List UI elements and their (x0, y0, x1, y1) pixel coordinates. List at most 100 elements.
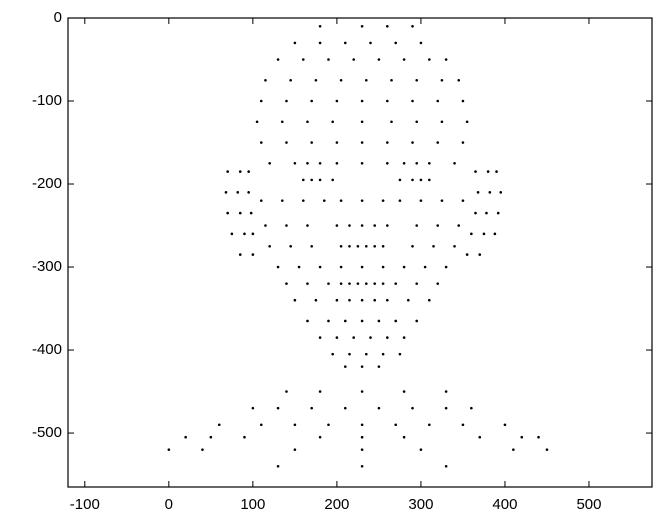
point (453, 161, 456, 165)
point (373, 298, 377, 302)
point (285, 282, 288, 285)
point (243, 435, 246, 439)
point (365, 244, 368, 248)
point (310, 244, 313, 248)
point (310, 99, 313, 103)
point (474, 211, 477, 215)
point (301, 199, 305, 202)
point (411, 99, 414, 103)
point (360, 390, 364, 393)
point (470, 232, 473, 236)
point (373, 224, 377, 227)
x-tick-label: 500 (576, 496, 601, 513)
x-tick-label: 100 (240, 496, 265, 513)
point (381, 244, 385, 248)
point (478, 253, 482, 256)
point (318, 161, 322, 165)
point (415, 120, 419, 124)
point (276, 406, 280, 410)
point (318, 336, 322, 339)
point (306, 161, 309, 165)
point (419, 448, 423, 451)
point (407, 298, 410, 302)
point (352, 336, 355, 339)
point (402, 161, 406, 165)
point (280, 120, 284, 124)
point (493, 232, 497, 236)
point (386, 336, 389, 339)
point (436, 99, 440, 103)
point (381, 352, 385, 356)
point (369, 41, 372, 45)
point (224, 191, 228, 194)
point (276, 464, 280, 468)
point (259, 199, 263, 202)
point (289, 78, 292, 82)
point (482, 232, 486, 236)
point (419, 199, 423, 202)
point (293, 41, 297, 45)
point (428, 423, 431, 427)
point (293, 448, 297, 451)
point (310, 178, 313, 182)
point (331, 120, 334, 124)
point (184, 435, 187, 439)
point (444, 58, 448, 61)
point (339, 78, 343, 82)
point (360, 99, 364, 103)
point (280, 199, 284, 202)
point (440, 78, 444, 82)
y-tick-label: -200 (32, 175, 62, 192)
point (264, 78, 267, 82)
point (428, 161, 431, 165)
point (238, 211, 242, 215)
point (318, 390, 322, 393)
point (327, 282, 330, 285)
point (310, 406, 313, 410)
point (356, 244, 360, 248)
point (264, 224, 267, 227)
point (428, 178, 431, 182)
point (398, 199, 402, 202)
point (365, 352, 368, 356)
point (318, 435, 322, 439)
point (545, 448, 549, 451)
point (285, 224, 288, 227)
point (314, 78, 318, 82)
point (512, 448, 515, 451)
point (461, 423, 465, 427)
point (167, 448, 171, 451)
point (251, 406, 255, 410)
point (335, 336, 339, 339)
point (285, 141, 288, 144)
point (411, 178, 414, 182)
point (485, 211, 488, 215)
point (457, 78, 461, 82)
point (301, 178, 305, 182)
point (339, 244, 343, 248)
point (360, 423, 364, 427)
point (360, 141, 364, 144)
point (415, 319, 419, 323)
point (402, 390, 406, 393)
point (495, 170, 498, 173)
point (377, 58, 381, 61)
point (348, 244, 351, 248)
point (335, 99, 339, 103)
point (360, 25, 364, 28)
point (402, 58, 406, 61)
point (390, 78, 393, 82)
x-tick-label: 0 (165, 496, 173, 513)
point (381, 282, 385, 285)
point (276, 265, 280, 269)
y-tick-label: -400 (32, 341, 62, 358)
x-tick-label: 400 (492, 496, 517, 513)
point (348, 298, 351, 302)
point (289, 244, 292, 248)
y-tick-label: 0 (54, 9, 62, 26)
point (465, 253, 469, 256)
point (476, 191, 480, 194)
point (360, 448, 364, 451)
